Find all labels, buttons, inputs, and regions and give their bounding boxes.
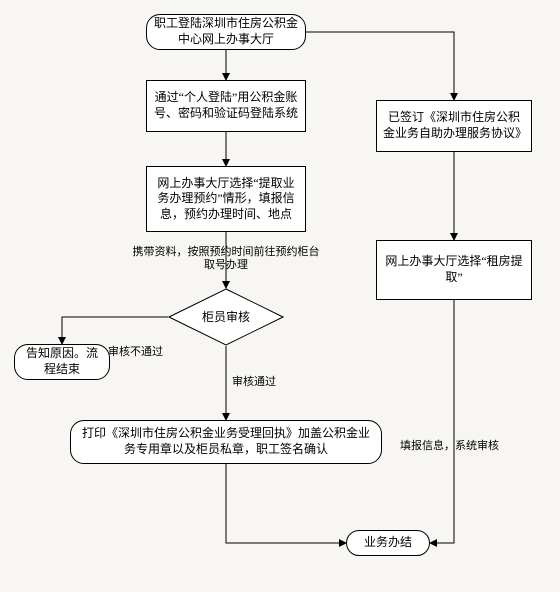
node-end: 业务办结 xyxy=(346,530,430,556)
node-print: 打印《深圳市住房公积金业务受理回执》加盖公积金业务专用章以及柜员私章，职工签名确… xyxy=(70,420,382,464)
edge-label-bring-docs: 携带资料，按照预约时间前往预约柜台取号办理 xyxy=(130,246,322,272)
node-reserve: 网上办事大厅选择“提取业务办理预约”情形，填报信息，预约办理时间、地点 xyxy=(146,166,306,232)
edge-label-review-fail: 审核不通过 xyxy=(108,346,163,359)
node-start: 职工登陆深圳市住房公积金中心网上办事大厅 xyxy=(146,14,306,50)
edge-label-system-review: 填报信息，系统审核 xyxy=(400,440,499,453)
edge-label-review-pass: 审核通过 xyxy=(232,376,276,389)
node-login: 通过“个人登陆”用公积金账号、密码和验证码登陆系统 xyxy=(146,80,306,132)
node-reject: 告知原因。流程结束 xyxy=(14,344,110,380)
node-signed: 已签订《深圳市住房公积金业务自助办理服务协议》 xyxy=(376,100,532,152)
node-review-label: 柜员审核 xyxy=(168,310,284,326)
node-rent: 网上办事大厅选择“租房提取” xyxy=(376,240,532,300)
